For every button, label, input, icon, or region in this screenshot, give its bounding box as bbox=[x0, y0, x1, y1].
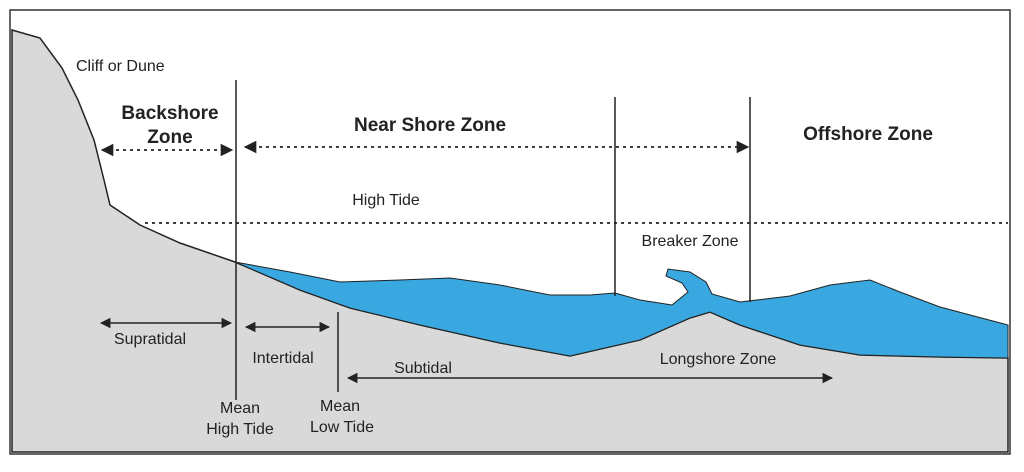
label: Low Tide bbox=[310, 419, 374, 436]
label: High Tide bbox=[352, 192, 420, 209]
label: Near Shore Zone bbox=[354, 115, 506, 136]
label: Cliff or Dune bbox=[76, 58, 165, 75]
label: Subtidal bbox=[394, 360, 452, 377]
label: Mean bbox=[320, 398, 360, 415]
label: Longshore Zone bbox=[660, 351, 777, 368]
label: Offshore Zone bbox=[803, 124, 933, 145]
label: Backshore bbox=[121, 103, 218, 124]
label: Mean bbox=[220, 400, 260, 417]
label: High Tide bbox=[206, 421, 274, 438]
label: Supratidal bbox=[114, 331, 186, 348]
label: Zone bbox=[147, 127, 192, 148]
label: Intertidal bbox=[252, 350, 313, 367]
label: Breaker Zone bbox=[642, 233, 739, 250]
water bbox=[234, 261, 1009, 359]
